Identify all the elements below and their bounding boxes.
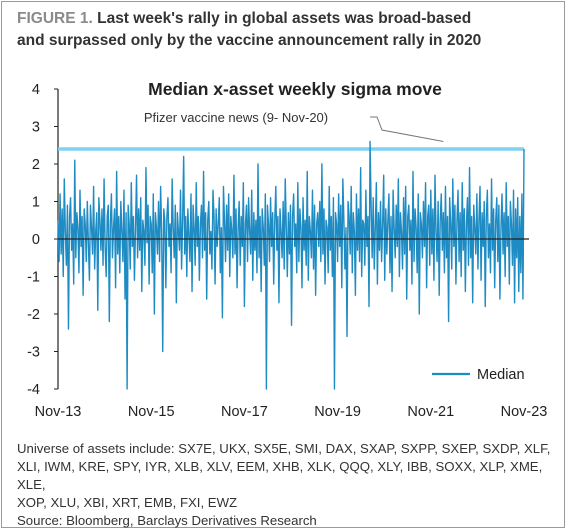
y-tick-label: 3 (32, 120, 40, 136)
universe-line-2: XLI, IWM, KRE, SPY, IYR, XLB, XLV, EEM, … (17, 459, 543, 492)
figure-label: FIGURE 1. (17, 10, 93, 27)
y-tick-label: -2 (27, 307, 40, 323)
x-tick-label: Nov-19 (314, 404, 361, 420)
y-tick-label: 0 (32, 232, 40, 248)
figure-title-line2: and surpassed only by the vaccine announ… (17, 32, 482, 49)
x-tick-label: Nov-17 (221, 404, 268, 420)
figure-title: FIGURE 1. Last week's rally in global as… (17, 8, 557, 52)
y-tick-label: -1 (27, 270, 40, 286)
series-line-median (57, 140, 525, 390)
chart-title: Median x-asset weekly sigma move (148, 79, 442, 99)
figure-title-line1: Last week's rally in global assets was b… (92, 10, 472, 27)
x-tick-label: Nov-21 (407, 404, 454, 420)
universe-line-3: XOP, XLU, XBI, XRT, EMB, FXI, EWZ (17, 495, 238, 510)
y-tick-label: -4 (27, 382, 40, 398)
y-tick-label: 4 (32, 82, 40, 98)
x-tick-label: Nov-13 (35, 404, 82, 420)
y-tick-label: 2 (32, 157, 40, 173)
universe-line-1: Universe of assets include: SX7E, UKX, S… (17, 441, 551, 456)
x-tick-label: Nov-15 (128, 404, 175, 420)
x-tick-label: Nov-23 (501, 404, 548, 420)
chart-footer: Universe of assets include: SX7E, UKX, S… (17, 440, 557, 530)
legend-label-median: Median (477, 367, 525, 383)
source-note: Source: Bloomberg, Barclays Derivatives … (17, 513, 317, 528)
chart: Median x-asset weekly sigma move -4-3-2-… (27, 79, 547, 420)
y-tick-label: 1 (32, 195, 40, 211)
annotation-leader (370, 116, 444, 142)
plot-area: -4 -3 -2 -1 0 1 2 3 4 Nov-13 Nov-15 Nov-17 Nov-19 Nov… (27, 82, 547, 420)
annotation-label: Pfizer vaccine news (9- Nov-20) (144, 110, 328, 125)
y-tick-label: -3 (27, 345, 40, 361)
